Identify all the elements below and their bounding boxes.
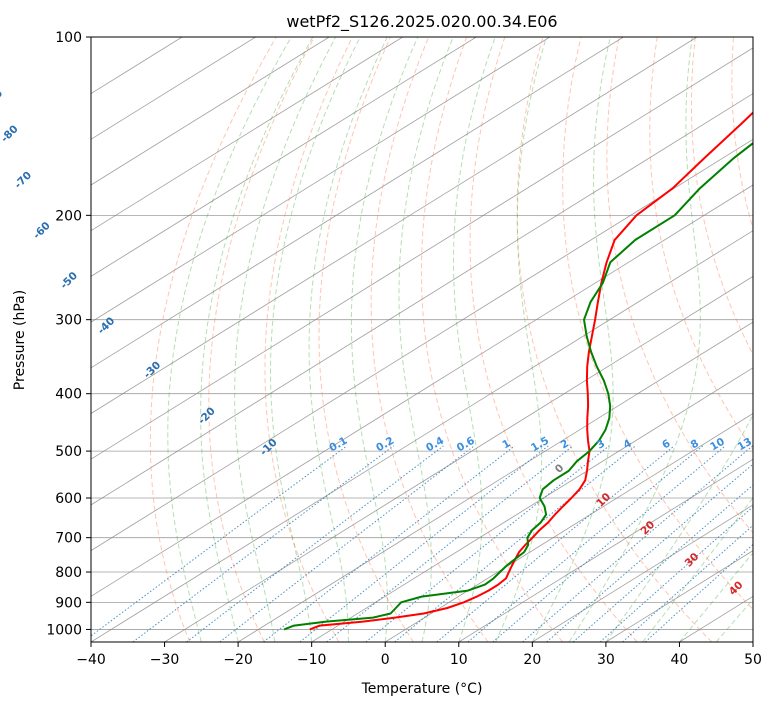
dry-adiabat-line	[318, 37, 414, 642]
dry-adiabat-line	[370, 37, 489, 642]
moist-adiabat-line	[568, 37, 701, 642]
isotherm-line	[91, 37, 403, 232]
moist-adiabat-line	[308, 37, 388, 642]
y-axis: 100 200 300 400 500 600 700 800 900 1000	[46, 30, 91, 638]
y-tick-label: 500	[55, 444, 82, 460]
mixing-ratio-line	[467, 445, 704, 642]
isotherm-line	[311, 367, 753, 642]
isotherm-line	[91, 184, 753, 597]
moist-adiabat-line	[234, 37, 337, 642]
x-tick-label: 50	[744, 652, 762, 668]
isotherm-line	[91, 93, 753, 506]
isotherm-line	[91, 138, 753, 552]
dry-adiabat-line	[208, 37, 315, 642]
data-layer	[283, 111, 753, 631]
isotherm-line	[458, 458, 753, 642]
dewpoint-profile-line	[283, 141, 753, 631]
dry-adiabat-line	[420, 37, 563, 642]
y-tick-label: 900	[55, 595, 82, 611]
dry-adiabat-line	[562, 37, 753, 610]
x-tick-label: −10	[297, 652, 327, 668]
mixing-ratio-line	[546, 463, 753, 642]
y-tick-label: 400	[55, 387, 82, 403]
mixing-ratio-line	[219, 445, 475, 642]
moist-adiabat-line	[495, 37, 547, 642]
x-tick-label: 10	[450, 652, 468, 668]
mixing-ratio-line	[326, 445, 574, 642]
x-tick-label: 0	[381, 652, 390, 668]
dry-adiabat-line	[606, 37, 753, 534]
y-tick-label: 700	[55, 531, 82, 547]
plot-frame	[90, 36, 754, 643]
moist-adiabat-line	[270, 37, 361, 642]
y-axis-title: Pressure (hPa)	[12, 290, 28, 390]
isotherm-line	[91, 37, 624, 369]
y-tick-label: 1000	[46, 622, 82, 638]
moist-adiabat-line	[605, 414, 753, 642]
mixing-ratio-line	[644, 543, 753, 642]
mixing-ratio-line	[91, 445, 348, 637]
x-axis-title: Temperature (°C)	[361, 681, 483, 697]
dry-adiabat-line	[149, 37, 277, 642]
moist-adiabat-line	[398, 37, 454, 642]
y-tick-label: 300	[55, 313, 82, 329]
moist-adiabat-line	[350, 37, 419, 642]
temperature-profile-line	[309, 111, 753, 631]
x-axis: −40 −30 −20 −10 0 10 20 30 40 50	[76, 642, 762, 668]
isotherm-line	[91, 37, 551, 323]
y-tick-label: 800	[55, 565, 82, 581]
dry-adiabat-line	[516, 37, 713, 642]
grid-layer	[91, 37, 753, 642]
isotherm-line	[91, 37, 330, 186]
x-tick-label: −40	[76, 652, 106, 668]
dry-adiabat-line	[690, 37, 753, 356]
isotherm-line	[91, 47, 753, 460]
mixing-ratio-line	[186, 445, 444, 642]
moist-adiabat-line	[200, 37, 314, 642]
mixing-ratio-line	[622, 524, 753, 642]
isotherm-line	[91, 37, 256, 140]
dry-adiabat-label: -90	[0, 87, 5, 109]
mixing-ratio-line	[132, 445, 394, 642]
isotherm-line	[164, 275, 753, 642]
x-tick-label: 20	[523, 652, 541, 668]
mixing-ratio-line	[492, 445, 726, 642]
mixing-ratio-line	[365, 445, 610, 642]
isotherm-line	[532, 504, 753, 642]
chart-title: wetPf2_S126.2025.020.00.34.E06	[286, 12, 557, 32]
moist-adiabat-line	[167, 37, 292, 642]
mixing-ratio-line	[263, 445, 515, 642]
isotherm-line	[91, 37, 698, 414]
x-tick-label: 30	[597, 652, 615, 668]
x-tick-label: 40	[671, 652, 689, 668]
y-tick-label: 600	[55, 491, 82, 507]
isotherm-line	[91, 230, 753, 642]
isotherm-line	[237, 321, 753, 642]
isotherm-line	[91, 37, 477, 277]
isotherm-line	[385, 413, 753, 642]
x-tick-label: −30	[150, 652, 180, 668]
mixing-ratio-line	[394, 445, 636, 642]
y-tick-label: 100	[55, 30, 82, 46]
mixing-ratio-line	[599, 506, 753, 642]
mixing-ratio-line	[572, 484, 753, 642]
x-tick-label: −20	[223, 652, 253, 668]
dry-adiabat-line	[469, 37, 638, 642]
y-tick-label: 200	[55, 208, 82, 224]
